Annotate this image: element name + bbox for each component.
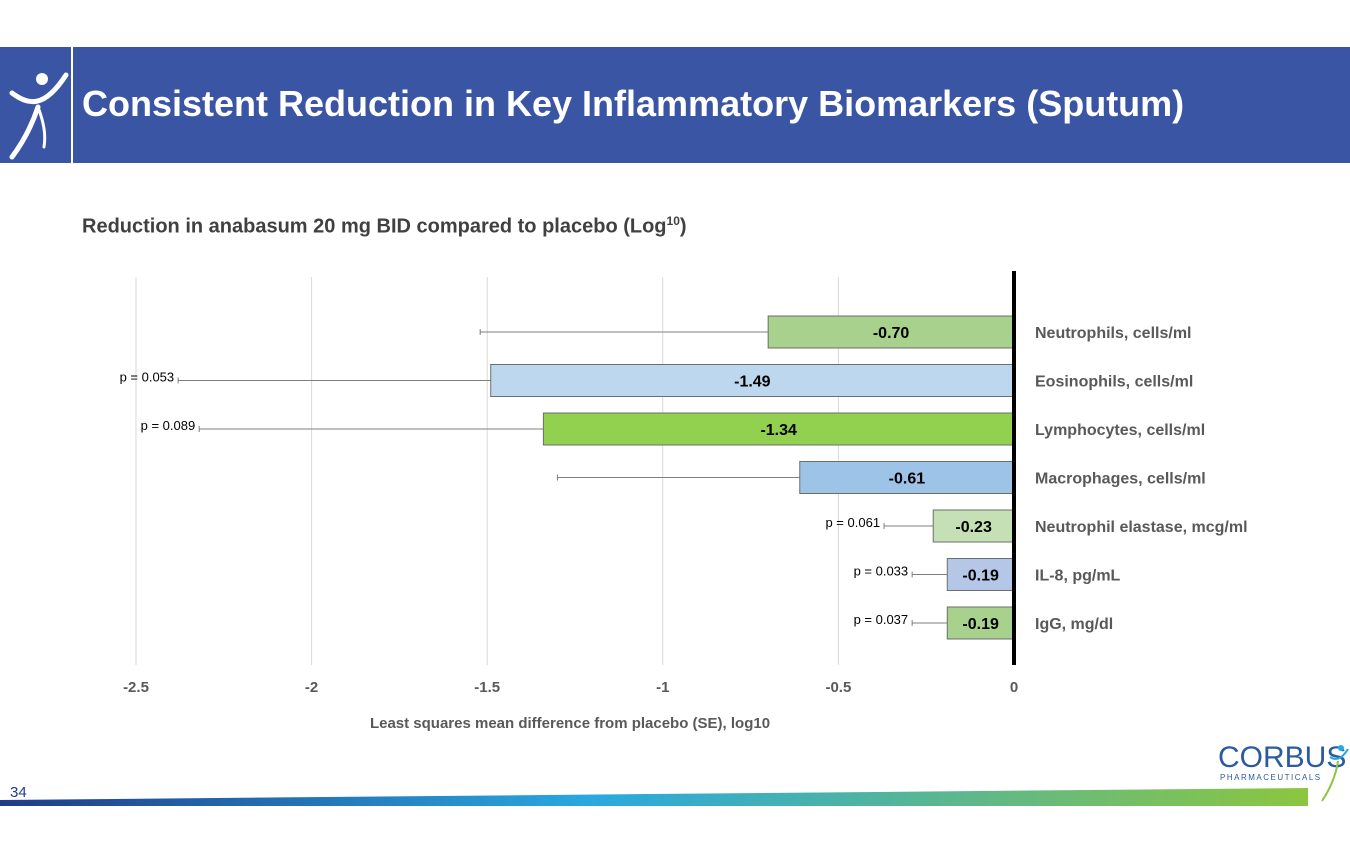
bar-value-label: -0.19 [962, 568, 999, 585]
bar-value-label: -0.23 [955, 519, 992, 536]
corbus-logo-name: CORBUS [1218, 741, 1346, 774]
category-label: IgG, mg/dl [1035, 616, 1113, 633]
bar-chart: -0.70 Neutrophils, cells/ml -1.49 Eosinophi… [120, 271, 1248, 732]
category-label: Neutrophil elastase, mcg/ml [1035, 519, 1248, 536]
category-label: Lymphocytes, cells/ml [1035, 422, 1205, 439]
bar [946, 606, 1015, 640]
x-tick-label: -1.5 [474, 679, 500, 696]
bar [946, 558, 1015, 591]
title-banner: Consistent Reduction in Key Inflammatory… [0, 47, 1350, 163]
bar [542, 412, 1015, 446]
gridlines [135, 277, 839, 665]
chart-subtitle: Reduction in anabasum 20 mg BID compared… [82, 214, 687, 239]
p-value-label: p = 0.037 [854, 612, 909, 627]
p-value-label: p = 0.089 [141, 418, 196, 433]
bar-value-label: -0.19 [962, 616, 999, 633]
bar [932, 509, 1015, 543]
p-value-label: p = 0.053 [120, 370, 175, 385]
p-value-label: p = 0.033 [854, 564, 909, 579]
x-tick-label: -2 [305, 679, 318, 696]
bar [767, 315, 1015, 349]
subtitle-close: ) [679, 215, 687, 238]
category-label: IL-8, pg/mL [1035, 568, 1121, 585]
bars [490, 315, 1015, 640]
error-bars [177, 329, 948, 626]
category-label: Macrophages, cells/ml [1035, 471, 1206, 488]
page-number: 34 [10, 784, 27, 801]
bar-value-label: -1.34 [760, 422, 797, 439]
x-tick-labels: -2.5 -2 -1.5 -1 -0.5 0 [123, 679, 1018, 696]
bar-value-label: -0.61 [889, 471, 926, 488]
footer-gradient-bar [0, 788, 1308, 806]
category-labels: -0.70 Neutrophils, cells/ml -1.49 Eosinophi… [120, 325, 1248, 633]
x-tick-label: 0 [1010, 679, 1018, 696]
subtitle-superscript: 10 [666, 214, 680, 228]
category-label: Eosinophils, cells/ml [1035, 374, 1193, 391]
p-value-label: p = 0.061 [825, 515, 880, 530]
subtitle-text: Reduction in anabasum 20 mg BID compared… [82, 215, 667, 238]
bar-value-label: -1.49 [734, 374, 771, 391]
corbus-figure-head [1338, 745, 1344, 751]
corbus-logo: CORBUS PHARMACEUTICALS [1218, 741, 1349, 802]
x-tick-label: -1 [656, 679, 669, 696]
bar-value-label: -0.70 [873, 325, 910, 342]
corbus-logo-tagline: PHARMACEUTICALS [1220, 773, 1322, 782]
bar [799, 461, 1015, 494]
corbus-figure-logo [0, 47, 73, 163]
category-label: Neutrophils, cells/ml [1035, 325, 1191, 342]
x-tick-label: -0.5 [825, 679, 851, 696]
corbus-figure-arms [1329, 748, 1349, 760]
x-tick-label: -2.5 [123, 679, 149, 696]
page-title: Consistent Reduction in Key Inflammatory… [82, 83, 1185, 124]
x-axis-title: Least squares mean difference from place… [370, 715, 770, 732]
corbus-figure-body [1321, 760, 1339, 802]
bar [490, 364, 1015, 397]
